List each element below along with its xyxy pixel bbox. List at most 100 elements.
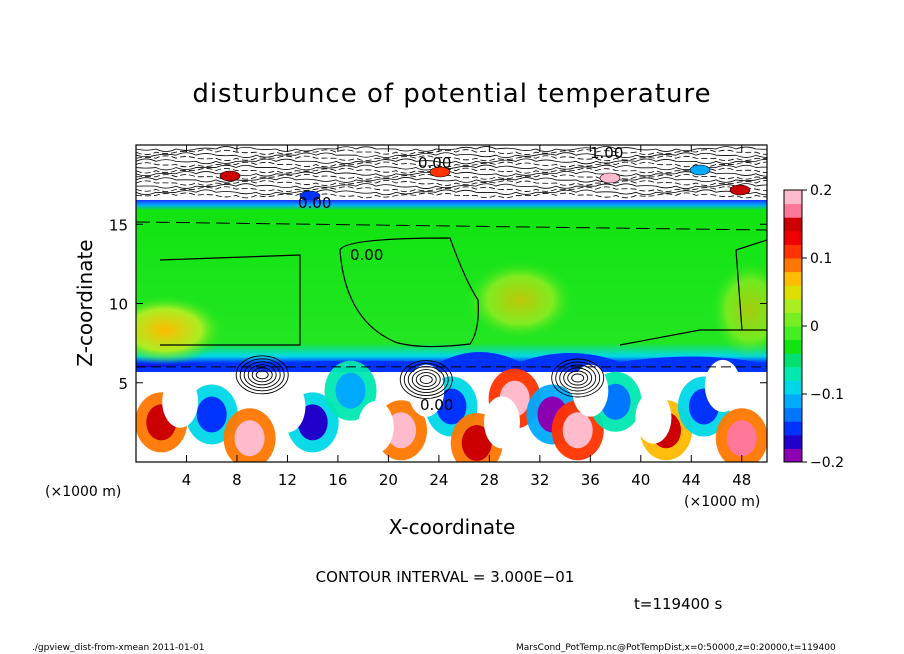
colorbar-swatch: [784, 230, 802, 245]
contour-label: 1.00: [590, 144, 623, 162]
neutral-plume: [357, 401, 394, 454]
neutral-plume: [635, 391, 672, 444]
y-tick-label: 15: [109, 216, 128, 234]
zero-contour: [159, 254, 301, 346]
x-tick-label: 44: [682, 471, 701, 489]
colorbar-swatch: [784, 271, 802, 286]
upper-anomaly: [599, 172, 621, 184]
colorbar-swatch: [784, 203, 802, 218]
contour-line: [136, 186, 767, 193]
convective-cell-core: [234, 420, 265, 457]
contour-line: [411, 369, 441, 391]
stable-layer: [136, 200, 767, 368]
contour-line: [399, 360, 453, 400]
contour-line: [247, 364, 277, 386]
contour-line: [555, 361, 601, 395]
x-axis-unit-right: (×1000 m): [684, 494, 760, 510]
chart-title: disturbunce of potential temperature: [192, 79, 711, 109]
contour-line: [136, 155, 767, 162]
upper-anomaly: [429, 166, 451, 178]
contour-line: [419, 375, 433, 385]
colorbar-swatch: [784, 244, 802, 259]
contour-line: [136, 173, 767, 180]
colorbar-swatch: [784, 448, 802, 463]
neutral-plume: [269, 380, 306, 433]
inversion-contour: [136, 221, 767, 231]
upper-anomaly: [219, 170, 241, 182]
contour-line: [559, 364, 597, 392]
contour-line: [136, 164, 767, 171]
x-axis-unit-left: (×1000 m): [45, 484, 121, 500]
contour-interval: CONTOUR INTERVAL = 3.000E−01: [316, 568, 575, 586]
colorbar-swatch: [784, 285, 802, 300]
neutral-plume: [162, 375, 199, 428]
colorbar-swatch: [784, 298, 802, 313]
y-axis: 5 10 15: [109, 216, 767, 393]
x-tick-label: 12: [278, 471, 297, 489]
colorbar-swatch: [784, 394, 802, 409]
contour-line: [235, 355, 289, 395]
contour-line: [243, 361, 281, 389]
contour-line: [255, 370, 269, 380]
plot-area: [136, 145, 767, 462]
contour-label: 0.00: [350, 246, 383, 264]
contour-line: [136, 158, 767, 165]
colorbar-swatch: [784, 217, 802, 232]
x-tick-label: 4: [182, 471, 192, 489]
x-axis-label: X-coordinate: [389, 515, 516, 539]
neutral-plume: [408, 364, 445, 417]
zero-contour: [339, 237, 479, 348]
colorbar-swatch: [784, 339, 802, 354]
contour-line: [136, 180, 767, 186]
convective-cells: [136, 359, 767, 462]
warm-anomaly: [710, 260, 767, 360]
x-tick-label: 24: [429, 471, 448, 489]
y-tick-label: 10: [109, 296, 128, 314]
convective-cell-core: [335, 372, 366, 409]
x-axis: 4 8 12 16 20 24 28 32 36 40 44 48: [182, 145, 751, 489]
contour-line: [239, 358, 285, 392]
colorbar-swatch: [784, 421, 802, 436]
y-axis-label: Z-coordinate: [73, 239, 97, 366]
contour-line: [251, 367, 273, 383]
colorbar-swatch: [784, 434, 802, 449]
contour-line: [136, 170, 767, 177]
contour-label: 0.00: [298, 194, 331, 212]
convective-cell-core: [196, 396, 227, 433]
contour-line: [136, 189, 767, 196]
x-tick-label: 36: [581, 471, 600, 489]
colorbar-swatch: [784, 366, 802, 381]
colorbar-swatch: [784, 312, 802, 327]
x-tick-label: 8: [232, 471, 242, 489]
zero-contour: [735, 239, 767, 331]
contour-label: 0.00: [418, 154, 451, 172]
neutral-plume: [704, 359, 741, 412]
colorbar-swatch: [784, 190, 802, 205]
colorbar-swatch: [784, 258, 802, 273]
x-tick-label: 16: [328, 471, 347, 489]
footer-right: MarsCond_PotTemp.nc@PotTempDist,x=0:5000…: [516, 643, 836, 653]
colorbar-tick-label: −0.2: [810, 455, 844, 471]
x-tick-label: 20: [379, 471, 398, 489]
upper-anomaly: [689, 164, 711, 176]
contour-line: [136, 152, 767, 159]
colorbar-swatch: [784, 380, 802, 395]
neutral-plume: [483, 396, 520, 449]
colorbar-tick-label: 0: [810, 319, 819, 335]
colorbar: 0.2 0.1 0 −0.1 −0.2: [783, 183, 844, 471]
convective-cell-core: [726, 420, 757, 457]
contour-line: [415, 372, 437, 388]
convective-cell-core: [562, 412, 593, 449]
contour-line: [136, 192, 767, 199]
x-tick-label: 40: [631, 471, 650, 489]
colorbar-tick-label: −0.1: [810, 387, 844, 403]
contour-line: [136, 177, 767, 183]
convective-cell-core: [461, 424, 492, 461]
contour-lines: [136, 355, 767, 400]
y-tick-label: 5: [118, 375, 128, 393]
contour-line: [136, 161, 767, 168]
zero-contour: [619, 329, 767, 346]
contour-line: [403, 363, 449, 397]
contour-line: [551, 358, 605, 398]
contour-line: [136, 167, 767, 174]
